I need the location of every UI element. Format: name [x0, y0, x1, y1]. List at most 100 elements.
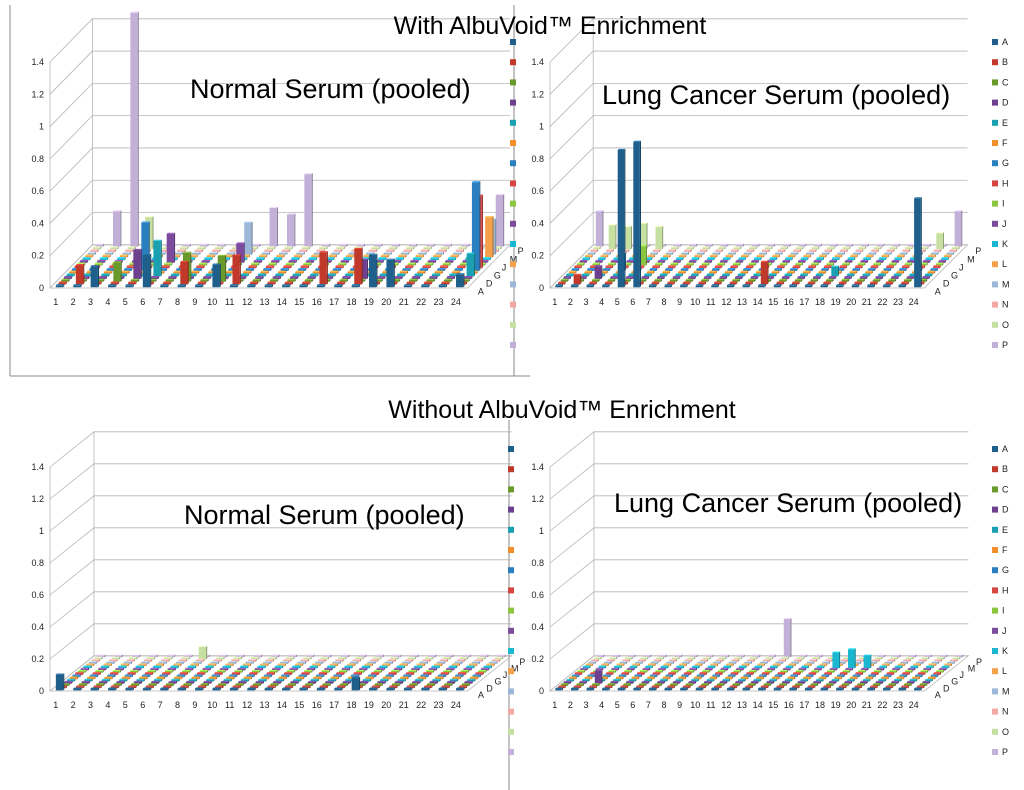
bar-front — [90, 250, 98, 253]
bar-top — [262, 661, 272, 663]
bar — [773, 284, 782, 288]
bar-top — [414, 273, 423, 275]
bar-side — [908, 249, 911, 253]
bar — [445, 259, 454, 263]
bar — [558, 281, 566, 285]
bar — [406, 246, 415, 250]
gridline — [549, 559, 969, 596]
bar-side — [364, 278, 366, 282]
bar-top — [406, 685, 416, 687]
bar-top — [286, 669, 296, 671]
x-tick-label: 12 — [721, 700, 731, 710]
x-tick-label: 8 — [661, 297, 666, 307]
x-tick-label: 8 — [661, 700, 666, 710]
bar-top — [145, 685, 155, 687]
bar-top — [576, 262, 585, 264]
bar-side — [203, 658, 205, 662]
bar — [865, 254, 874, 258]
bar-side — [794, 254, 796, 258]
bar-front — [690, 274, 698, 277]
bar-top — [844, 276, 852, 278]
bar-top — [217, 669, 226, 671]
bar — [807, 281, 816, 285]
bar — [878, 257, 887, 261]
bar-side — [327, 656, 330, 660]
depth-tick-label: D — [943, 683, 950, 693]
x-tick-label: 21 — [399, 700, 409, 710]
legend-swatch — [510, 281, 516, 288]
bar — [296, 251, 305, 255]
bar-front — [73, 688, 81, 691]
bar-top — [112, 210, 122, 212]
bar-top — [703, 276, 712, 278]
bar-front — [696, 269, 703, 272]
bar-side — [668, 270, 671, 274]
x-tick-label: 22 — [877, 700, 887, 710]
bar — [771, 270, 780, 274]
bar — [785, 257, 793, 261]
bar — [798, 259, 806, 263]
bar — [667, 265, 676, 269]
bar — [392, 259, 402, 263]
bar-side — [330, 259, 332, 263]
bar-top — [759, 251, 767, 253]
bar-top — [245, 661, 254, 663]
bar-front — [607, 279, 615, 282]
bar — [762, 249, 770, 253]
bar-top — [136, 678, 145, 680]
bar-top — [845, 243, 854, 245]
bar — [922, 259, 931, 263]
bar-side — [905, 284, 907, 288]
bar-front — [410, 260, 418, 263]
bar — [810, 278, 818, 282]
bar-side — [299, 273, 302, 277]
bar-side — [770, 262, 772, 266]
bar-top — [303, 262, 312, 264]
bar-front — [268, 263, 276, 266]
bar-front — [420, 250, 429, 253]
bar-top — [784, 273, 793, 275]
bar-side — [747, 254, 749, 258]
bar — [652, 265, 660, 269]
bar-side — [132, 249, 134, 253]
bar-side — [594, 251, 596, 255]
bar-front — [935, 263, 943, 266]
x-tick-label: 9 — [192, 297, 197, 307]
bar-side — [73, 273, 75, 277]
bar — [421, 284, 430, 288]
bar-side — [341, 249, 343, 253]
bar-front — [820, 285, 828, 288]
bar — [711, 284, 719, 288]
bar — [803, 254, 812, 258]
bar-side — [876, 281, 878, 285]
bar-side — [202, 284, 204, 288]
x-tick-label: 17 — [329, 297, 339, 307]
bar — [407, 262, 417, 266]
bar-side — [411, 284, 413, 288]
bar-top — [275, 273, 284, 275]
bar-front — [847, 258, 855, 261]
bar-top — [469, 676, 479, 678]
bar-top — [416, 663, 426, 665]
bar — [691, 257, 700, 261]
bar-side — [152, 215, 154, 250]
bar-top — [876, 259, 884, 261]
bar-top — [173, 676, 183, 678]
bar-top — [389, 685, 398, 687]
bar-front — [335, 266, 343, 269]
y-tick-label: 0.4 — [531, 622, 544, 632]
bar — [717, 246, 726, 250]
bar — [168, 276, 177, 280]
bar-top — [690, 273, 699, 275]
bar-side — [481, 194, 483, 269]
bar — [284, 281, 294, 285]
bar-side — [715, 270, 717, 274]
bar-side — [910, 278, 912, 282]
bar — [776, 281, 785, 285]
bar-side — [583, 262, 585, 266]
bar-front — [574, 266, 581, 269]
bar — [403, 687, 413, 691]
bar-side — [885, 257, 887, 261]
bar-side — [799, 265, 801, 269]
bar-top — [922, 276, 930, 278]
